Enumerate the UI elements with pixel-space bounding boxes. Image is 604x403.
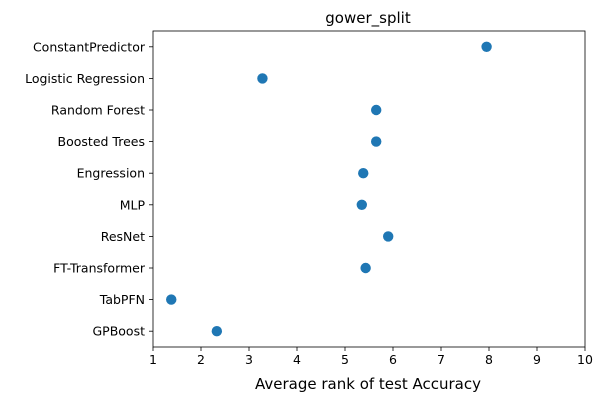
data-point [257, 73, 268, 84]
x-tick-label: 5 [341, 352, 349, 367]
y-tick-label: Engression [77, 166, 145, 181]
x-tick-label: 3 [245, 352, 253, 367]
chart-title: gower_split [325, 9, 411, 28]
data-point [356, 199, 367, 210]
x-tick-label: 10 [577, 352, 593, 367]
y-tick-label: TabPFN [99, 292, 145, 307]
y-tick-label: FT-Transformer [53, 261, 146, 276]
data-point [358, 168, 369, 179]
data-point [360, 262, 371, 274]
x-tick-label: 9 [533, 352, 541, 367]
y-tick-label: MLP [120, 197, 146, 212]
data-point [383, 231, 394, 242]
y-tick-label: ResNet [101, 229, 145, 244]
data-point [211, 326, 223, 337]
y-tick-label: Boosted Trees [58, 134, 145, 149]
x-axis-label: Average rank of test Accuracy [255, 375, 481, 393]
y-tick-label: Logistic Regression [25, 71, 145, 86]
y-tick-label: GPBoost [92, 324, 145, 339]
y-tick-label: ConstantPredictor [33, 39, 146, 54]
x-tick-label: 6 [389, 352, 397, 367]
plot-frame [152, 30, 586, 348]
x-tick-label: 1 [149, 352, 157, 367]
data-point [481, 41, 492, 52]
data-point [371, 136, 382, 147]
y-tick-label: Random Forest [51, 103, 145, 118]
data-point [371, 104, 382, 116]
x-tick-label: 4 [293, 352, 301, 367]
x-tick-label: 2 [197, 352, 205, 367]
plot-area: 1 2 3 4 5 6 7 8 9 10 ConstantPredictor Logistic Reg… [25, 30, 593, 367]
data-point [166, 294, 177, 305]
x-tick-label: 7 [437, 352, 445, 367]
x-tick-label: 8 [485, 352, 493, 367]
